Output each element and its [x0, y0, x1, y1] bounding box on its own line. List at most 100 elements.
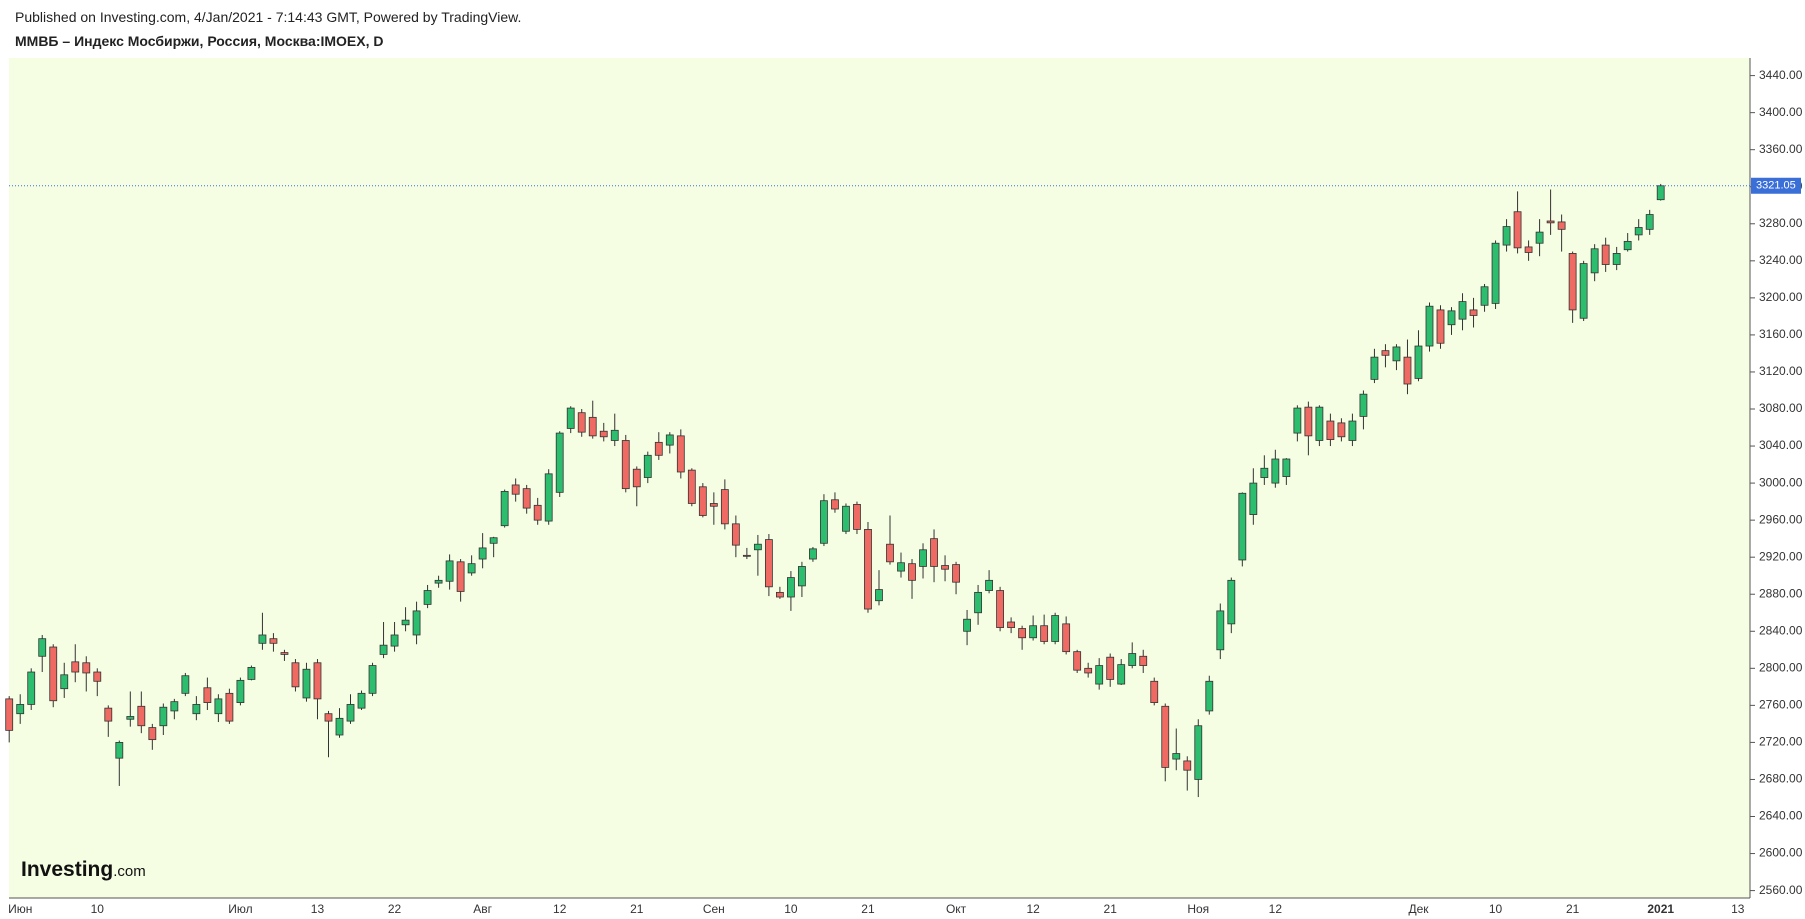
x-tick-label: Окт: [946, 902, 967, 916]
x-tick-label: 2021: [1647, 902, 1674, 916]
candle-body: [390, 634, 399, 647]
candle-body: [379, 644, 388, 655]
candle-body: [1106, 656, 1115, 680]
candle-body: [1458, 301, 1467, 320]
candle-body: [1557, 221, 1566, 230]
candle-body: [1172, 753, 1181, 760]
candle-body: [148, 727, 157, 741]
candle-body: [1546, 220, 1555, 224]
candle-body: [1524, 246, 1533, 253]
x-tick-label: 21: [1104, 902, 1118, 916]
candle-body: [1161, 705, 1170, 768]
candle-body: [511, 484, 520, 495]
candle-body: [27, 671, 36, 705]
candle-body: [115, 742, 124, 759]
y-tick-label: 3280.00: [1759, 216, 1803, 230]
candle-body: [996, 590, 1004, 628]
candle-body: [588, 416, 597, 437]
candle-body: [1370, 356, 1379, 380]
candle-body: [864, 529, 872, 610]
candle-body: [577, 412, 586, 433]
candle-body: [192, 704, 201, 715]
candle-body: [1282, 458, 1291, 478]
candle-body: [1447, 310, 1456, 326]
candle-body: [236, 679, 245, 703]
candle-body: [952, 564, 960, 583]
chart-title: ММВБ – Индекс Мосбиржи, Россия, Москва:I…: [15, 33, 384, 49]
candle-body: [1227, 579, 1236, 625]
candle-body: [897, 562, 905, 572]
candle-body: [698, 486, 707, 516]
candle-body: [1018, 628, 1027, 639]
x-tick-label: 12: [553, 902, 567, 916]
x-tick-label: 13: [311, 902, 325, 916]
candle-body: [302, 668, 311, 699]
candle-body: [676, 435, 685, 473]
candle-body: [1271, 458, 1280, 484]
candle-body: [533, 504, 542, 521]
y-tick-label: 3200.00: [1759, 290, 1803, 304]
candle-body: [1392, 346, 1401, 362]
candle-body: [632, 468, 641, 488]
candle-body: [809, 548, 817, 560]
candle-body: [1051, 615, 1060, 642]
y-tick-label: 3440.00: [1759, 68, 1803, 82]
candle-body: [1403, 356, 1412, 385]
candle-body: [1645, 214, 1654, 230]
y-tick-label: 3400.00: [1759, 105, 1803, 119]
candle-body: [1007, 621, 1016, 628]
candle-body: [357, 692, 366, 709]
candle-body: [1480, 286, 1489, 306]
candle-body: [753, 543, 762, 551]
candle-body: [126, 716, 135, 720]
candle-body: [1040, 625, 1049, 642]
candle-body: [1337, 422, 1346, 438]
candle-body: [886, 543, 894, 563]
candle-body: [313, 662, 322, 700]
candle-body: [1579, 263, 1588, 319]
candle-body: [1128, 653, 1137, 666]
candle-body: [1491, 242, 1500, 304]
candle-body: [610, 429, 619, 441]
candle-body: [456, 561, 465, 592]
x-tick-label: Июн: [8, 902, 32, 916]
candle-body: [82, 662, 91, 674]
candle-body: [1612, 253, 1621, 265]
x-tick-label: 22: [388, 902, 402, 916]
candle-body: [930, 538, 938, 567]
candle-body: [170, 701, 179, 712]
candle-body: [764, 539, 773, 588]
candle-body: [1095, 665, 1104, 685]
x-tick-label: 12: [1269, 902, 1283, 916]
y-tick-label: 3080.00: [1759, 401, 1803, 415]
candle-body: [1073, 651, 1082, 671]
candle-body: [434, 579, 443, 584]
candle-body: [522, 488, 531, 509]
candle-body: [963, 618, 971, 632]
candle-body: [1205, 680, 1214, 712]
candle-body: [1249, 482, 1258, 515]
y-tick-label: 3040.00: [1759, 438, 1803, 452]
x-tick-label: 10: [1489, 902, 1503, 916]
y-tick-label: 2800.00: [1759, 660, 1803, 674]
candle-body: [269, 638, 278, 644]
y-tick-label: 2960.00: [1759, 512, 1803, 526]
candle-body: [941, 565, 949, 570]
candle-body: [875, 589, 883, 602]
candle-body: [1634, 227, 1643, 236]
logo: Investing.com: [21, 858, 146, 881]
y-tick-label: 3000.00: [1759, 475, 1803, 489]
x-tick-label: Дек: [1408, 902, 1429, 916]
candle-body: [654, 441, 663, 456]
candle-body: [853, 503, 861, 530]
logo-brand: Investing: [21, 858, 113, 881]
candle-body: [203, 687, 212, 703]
candle-body: [1293, 407, 1302, 434]
candle-body: [555, 432, 564, 493]
candle-body: [985, 579, 993, 591]
candle-body: [1348, 420, 1357, 441]
candle-body: [335, 717, 344, 736]
candle-body: [258, 634, 267, 644]
candle-body: [1568, 253, 1577, 311]
